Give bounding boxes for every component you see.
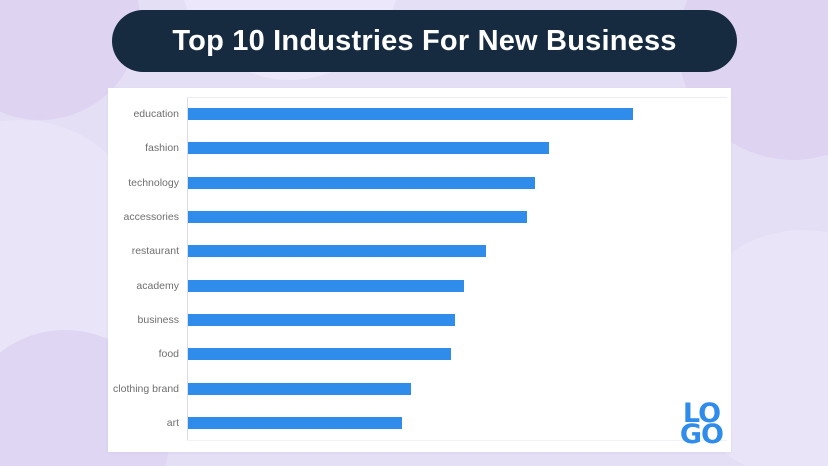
bar-row: fashion [112,131,727,166]
category-label: education [133,108,179,121]
bar [188,142,549,155]
bar-row: clothing brand [112,371,727,406]
bar-track [187,165,727,200]
chart-bottom-spine [187,440,727,441]
category-label: accessories [123,211,179,224]
bar [188,279,465,292]
category-label: business [137,313,179,326]
bar-track [187,405,727,440]
bar [188,211,527,224]
bar-track [187,131,727,166]
category-label: technology [128,176,179,189]
chart-card: education fashion technology accessories… [108,88,731,452]
bar-row: technology [112,165,727,200]
bar-row: accessories [112,199,727,235]
bar-track [187,234,727,269]
category-label: restaurant [131,245,179,258]
category-label: clothing brand [113,382,179,395]
bar-row: academy [112,268,727,303]
category-label: academy [136,279,179,292]
bar [188,382,411,395]
bar-track [187,199,727,235]
bar-track [187,337,727,372]
bar-row: education [112,97,727,132]
title-banner: Top 10 Industries For New Business [112,10,737,72]
category-label: fashion [145,142,179,155]
logo-line-1: LO [682,397,721,429]
category-label: art [166,416,179,429]
logo-line-2: GO [679,419,724,451]
chart-top-spine [187,97,727,98]
page-title: Top 10 Industries For New Business [172,24,677,57]
bar [188,348,451,361]
bar [188,108,634,121]
category-label: food [158,348,179,361]
bar-track [187,268,727,303]
bar [188,176,536,189]
bar-chart: education fashion technology accessories… [112,97,727,441]
bar-rows: education fashion technology accessories… [112,97,727,440]
bar [188,313,456,326]
bar [188,416,402,429]
bar-row: restaurant [112,234,727,269]
bar-row: art [112,405,727,440]
logo: LO GO [679,397,724,451]
bar [188,245,487,258]
bar-track [187,97,727,132]
bar-row: business [112,302,727,338]
bar-row: food [112,337,727,372]
bar-track [187,302,727,338]
bar-track [187,371,727,406]
